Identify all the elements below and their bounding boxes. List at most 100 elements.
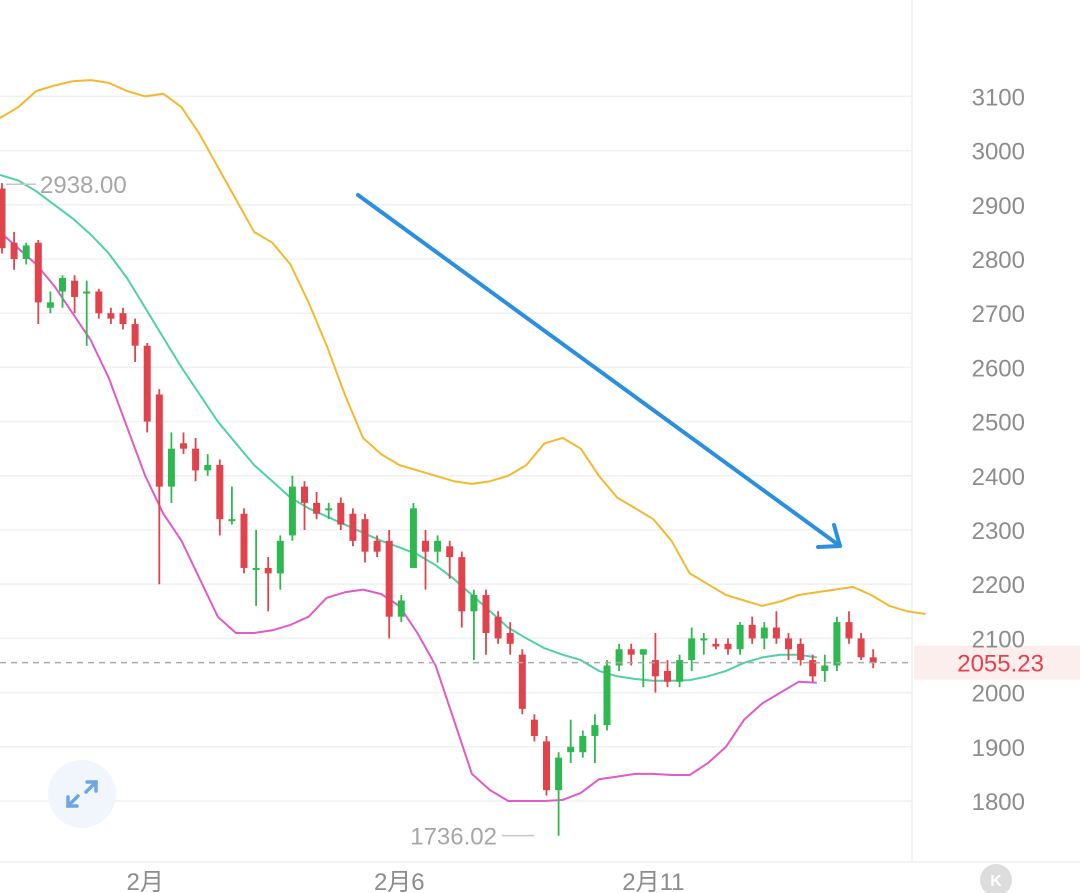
candle (422, 530, 429, 590)
candle-body (651, 660, 659, 677)
candle-body (155, 394, 163, 487)
candle (809, 654, 817, 682)
candle (385, 530, 393, 639)
candle (591, 714, 599, 764)
candle-body (83, 291, 91, 294)
x-tick-label: 2月6 (374, 869, 425, 893)
candle (494, 611, 502, 644)
candle-body (664, 670, 671, 682)
candle (71, 275, 79, 314)
candle-body (446, 546, 454, 558)
bollinger-middle-line (0, 174, 817, 682)
y-tick-label: 2800 (972, 247, 1025, 274)
candle (748, 616, 756, 644)
candle (567, 719, 575, 764)
candle-body (288, 486, 296, 536)
y-tick-label: 3100 (972, 84, 1025, 111)
candle-body (337, 502, 345, 525)
bollinger-lower-line (0, 231, 817, 802)
candle-body (46, 302, 54, 308)
candle (833, 616, 841, 671)
candle-body (470, 595, 478, 612)
candle-body (349, 513, 357, 541)
k-logo-button[interactable]: K (980, 864, 1012, 893)
candle-body (71, 280, 79, 297)
y-tick-label: 2100 (972, 626, 1025, 653)
candle (615, 643, 623, 671)
x-axis: 2月 2月6 2月11 (127, 869, 685, 893)
candle-body (494, 616, 502, 639)
candle-body (543, 741, 550, 791)
candle (724, 638, 732, 655)
candle-body (276, 540, 284, 574)
candle (555, 752, 563, 836)
candle-body (422, 540, 429, 552)
candle (664, 660, 671, 688)
candle (373, 535, 381, 558)
candle (530, 714, 538, 742)
candle-body (748, 624, 756, 639)
candle (845, 611, 853, 644)
y-tick-label: 2400 (972, 464, 1025, 491)
candle-body (482, 595, 490, 633)
current-price-label: 2055.23 (957, 651, 1044, 678)
candle (264, 557, 272, 612)
candle-body (10, 242, 18, 259)
y-tick-label: 2500 (972, 410, 1025, 437)
candle (0, 183, 6, 254)
y-tick-label: 2900 (972, 193, 1025, 220)
candle-body (530, 719, 538, 736)
candle (252, 530, 260, 606)
candle-body (180, 443, 187, 449)
y-tick-label: 2700 (972, 301, 1025, 328)
y-tick-label: 1800 (972, 789, 1025, 816)
candle (337, 497, 345, 530)
candle-body (821, 665, 829, 671)
candle-body (688, 638, 696, 661)
trend-arrow-head (816, 523, 842, 549)
y-tick-label: 2000 (972, 681, 1025, 708)
candle (712, 638, 720, 650)
candle-body (785, 638, 792, 650)
candle (470, 589, 478, 661)
candle-body (736, 624, 744, 650)
candle (180, 432, 187, 455)
candle (167, 432, 175, 503)
candle (409, 502, 417, 568)
candle-body (95, 291, 103, 314)
candle-body (216, 464, 224, 520)
candle (34, 240, 42, 325)
candle-body (228, 519, 236, 522)
candle (603, 660, 611, 731)
candle (131, 318, 139, 362)
candle (397, 595, 405, 623)
current-price-badge (914, 645, 1080, 680)
candle (361, 513, 369, 563)
candle-body (833, 622, 841, 666)
candle (736, 622, 744, 655)
candle-body (615, 649, 623, 666)
expand-button[interactable] (48, 760, 116, 828)
candle (797, 638, 805, 666)
candle-body (313, 502, 321, 514)
candles (0, 183, 877, 836)
candle-body (252, 567, 260, 570)
x-tick-label: 2月11 (622, 869, 684, 893)
candle (458, 551, 466, 628)
candle-body (700, 638, 708, 641)
candle (46, 291, 54, 314)
candle-body (240, 513, 248, 568)
candle (688, 627, 696, 671)
y-tick-label: 2600 (972, 355, 1025, 382)
candle-body (192, 448, 200, 471)
candle-body (567, 746, 575, 753)
candle (288, 475, 296, 541)
y-tick-label: 3000 (972, 139, 1025, 166)
candle (543, 735, 550, 796)
candle (216, 459, 224, 536)
candle-body (22, 245, 30, 259)
candle-body (724, 643, 732, 650)
candle-body (167, 448, 175, 487)
